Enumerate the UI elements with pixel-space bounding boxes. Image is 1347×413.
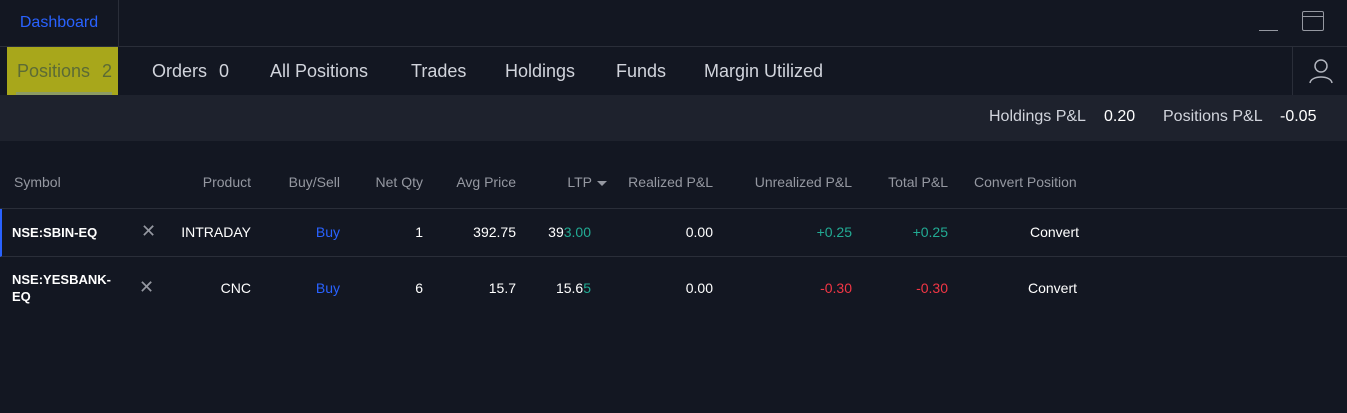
positions-table-header: Symbol Product Buy/Sell Net Qty Avg Pric… <box>0 160 1347 209</box>
net-qty-cell: 1 <box>415 224 423 240</box>
symbol-cell: NSE:YESBANK- EQ <box>12 271 111 305</box>
ltp-changed-digits: 3.00 <box>563 224 591 240</box>
column-header-unrealized-pnl[interactable]: Unrealized P&L <box>754 174 852 190</box>
title-bar: Dashboard <box>0 0 1347 47</box>
user-icon <box>1308 59 1333 84</box>
tab-label: Trades <box>411 60 467 81</box>
tab-count: 0 <box>219 60 230 81</box>
ltp-unchanged-digits: 15.6 <box>555 280 584 296</box>
tab-bar: Positions 2 Orders 0 All Positions Trade… <box>0 47 1347 95</box>
tab-margin-utilized[interactable]: Margin Utilized <box>704 47 823 95</box>
holdings-pnl-value: 0.20 <box>1104 108 1136 125</box>
user-menu-button[interactable] <box>1292 47 1347 95</box>
minimize-icon[interactable] <box>1259 30 1278 31</box>
holdings-pnl-label: Holdings P&L <box>989 108 1086 125</box>
tab-label: Positions <box>17 60 91 81</box>
positions-pnl-value: -0.05 <box>1280 108 1317 125</box>
column-header-ltp[interactable]: LTP <box>567 174 607 190</box>
column-header-total-pnl[interactable]: Total P&L <box>888 174 948 190</box>
close-icon[interactable]: ✕ <box>141 221 157 241</box>
positions-pnl-label: Positions P&L <box>1163 108 1263 125</box>
side-cell: Buy <box>315 280 340 296</box>
convert-button[interactable]: Convert <box>1030 224 1080 240</box>
column-header-product[interactable]: Product <box>202 174 251 190</box>
total-pnl-cell: +0.25 <box>912 224 948 240</box>
caret-down-icon <box>597 180 607 186</box>
close-icon[interactable]: ✕ <box>139 277 155 297</box>
tab-all-positions[interactable]: All Positions <box>270 47 368 95</box>
tab-orders[interactable]: Orders 0 <box>152 47 229 95</box>
product-cell: CNC <box>220 280 251 296</box>
tab-label: Orders <box>152 60 208 81</box>
tab-trades[interactable]: Trades <box>411 47 466 95</box>
column-header-avg-price[interactable]: Avg Price <box>456 174 516 190</box>
tab-positions[interactable]: Positions 2 <box>7 47 118 95</box>
column-header-buy-sell[interactable]: Buy/Sell <box>288 174 340 190</box>
ltp-cell: 15.65 <box>556 280 591 296</box>
tab-label: Margin Utilized <box>704 60 824 81</box>
tab-label: All Positions <box>270 60 369 81</box>
side-cell: Buy <box>315 224 340 240</box>
tab-label: Holdings <box>505 60 576 81</box>
total-pnl-cell: -0.30 <box>916 280 948 296</box>
avg-price-cell: 392.75 <box>473 224 516 240</box>
tab-holdings[interactable]: Holdings <box>505 47 575 95</box>
column-header-symbol[interactable]: Symbol <box>14 174 61 190</box>
net-qty-cell: 6 <box>415 280 423 296</box>
tab-label: Funds <box>616 60 667 81</box>
ltp-changed-digits: 5 <box>583 280 591 296</box>
unrealized-pnl-cell: -0.30 <box>820 280 852 296</box>
tab-funds[interactable]: Funds <box>616 47 666 95</box>
symbol-line-2: EQ <box>12 289 31 304</box>
symbol-cell: NSE:SBIN-EQ <box>12 225 98 240</box>
avg-price-cell: 15.7 <box>488 280 516 296</box>
ltp-header-label: LTP <box>567 174 592 190</box>
column-header-realized-pnl[interactable]: Realized P&L <box>628 174 713 190</box>
tab-count: 2 <box>102 60 113 81</box>
table-row[interactable]: NSE:SBIN-EQ ✕ INTRADAY Buy 1 392.75 393.… <box>0 209 1347 257</box>
pnl-summary-bar: Holdings P&L 0.20 Positions P&L -0.05 <box>0 95 1347 141</box>
maximize-icon[interactable] <box>1302 11 1324 31</box>
realized-pnl-cell: 0.00 <box>685 224 713 240</box>
active-tab-underline <box>16 92 112 95</box>
product-cell: INTRADAY <box>181 224 251 240</box>
ltp-cell: 393.00 <box>548 224 591 240</box>
realized-pnl-cell: 0.00 <box>685 280 713 296</box>
column-header-convert-position[interactable]: Convert Position <box>974 174 1077 190</box>
dashboard-tab[interactable]: Dashboard <box>0 0 119 46</box>
ltp-unchanged-digits: 39 <box>548 224 564 240</box>
convert-button[interactable]: Convert <box>1028 280 1078 296</box>
unrealized-pnl-cell: +0.25 <box>816 224 852 240</box>
column-header-net-qty[interactable]: Net Qty <box>375 174 423 190</box>
table-row[interactable]: NSE:YESBANK- EQ ✕ CNC Buy 6 15.7 15.65 0.… <box>0 258 1347 320</box>
symbol-line-1: NSE:YESBANK- <box>12 272 111 287</box>
